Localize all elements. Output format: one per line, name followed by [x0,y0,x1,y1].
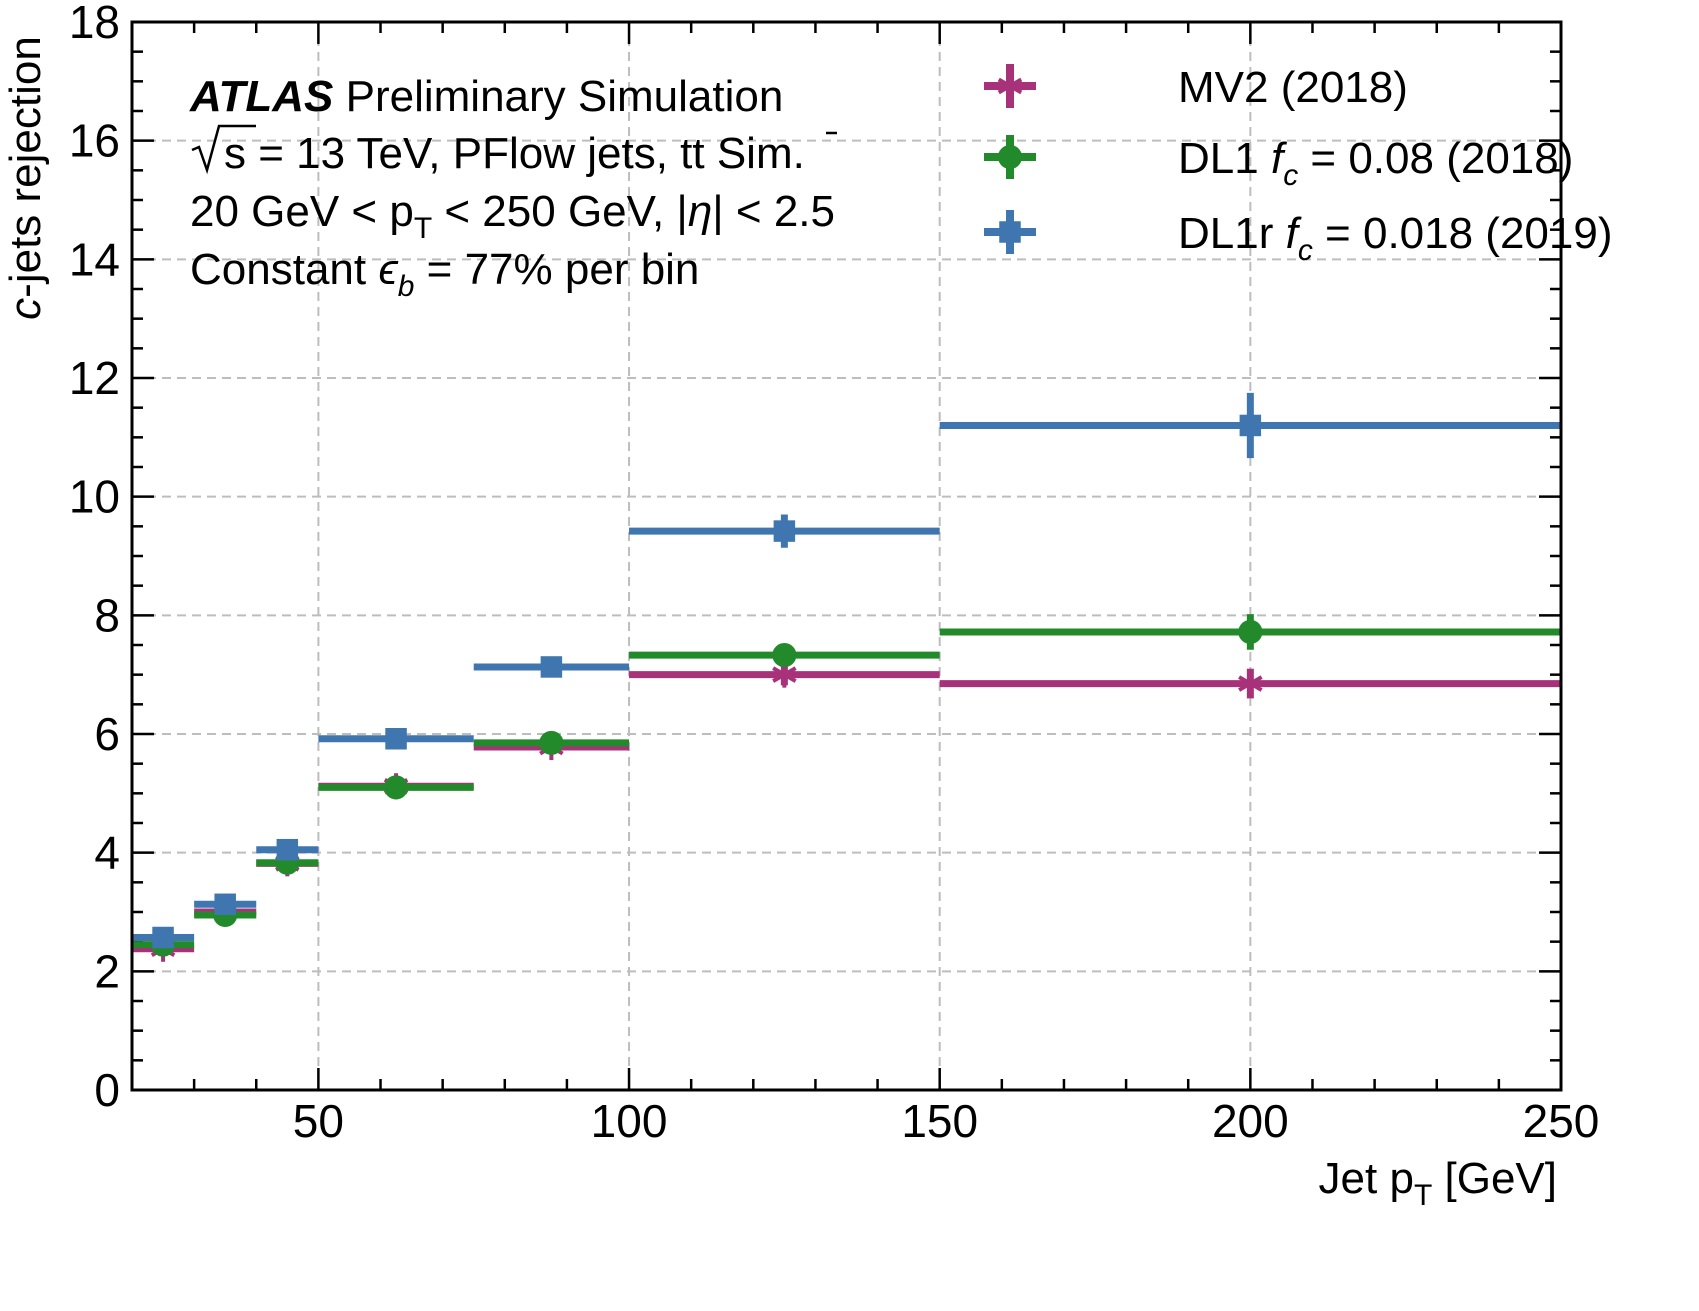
legend-entry-1: DL1 fc = 0.08 (2018) [984,134,1573,192]
x-tick-label: 200 [1212,1095,1289,1147]
annotation-epsilon-sub: b [398,270,415,303]
marker-square-shape [214,893,236,916]
y-tick-label: 0 [94,1064,120,1116]
annotation-sim: Sim. [705,129,805,178]
annotation-pt-range-b: < 250 GeV, | [432,187,688,236]
marker-circle-shape [539,730,564,755]
marker-circle-shape [997,144,1023,170]
marker-star-stroke [772,666,797,683]
atlas-label: ATLAS [189,72,333,121]
grid-layer [132,22,1561,1090]
x-axis-label: Jet pT [GeV] [1319,1154,1557,1212]
annotation-eta: η [688,187,712,236]
series-0 [132,661,1561,962]
series-2 [132,392,1561,949]
annotation-status: Preliminary Simulation [346,72,784,121]
sqrt-s: s [224,129,246,178]
y-tick-label: 16 [69,115,120,167]
x-axis-label-space [1432,1154,1444,1203]
annotation-epsilon: ϵ [378,245,399,294]
marker-star [1238,670,1263,697]
legend-label-f-sub: c [1283,159,1298,192]
marker-circle [1238,619,1263,644]
annotation-wp: = 77% per bin [414,245,699,294]
atlas-annotation: ATLAS Preliminary Simulation s = 13 TeV,… [189,72,837,303]
x-tick-label: 150 [901,1095,978,1147]
marker-square-shape [152,926,174,949]
y-tick-label: 2 [94,945,120,997]
x-tick-label: 50 [293,1095,344,1147]
x-axis-label-main: Jet p [1319,1154,1414,1203]
annotation-eta-cut: | < 2.5 [712,187,835,236]
y-tick-label: 18 [69,0,120,48]
data-layer [132,392,1561,962]
y-axis-label-italic: c [1,298,50,320]
marker-circle-shape [772,643,797,668]
marker-circle [384,775,409,800]
annotation-pt-sub: T [414,212,432,245]
marker-square-shape [773,520,796,542]
y-tick-label: 12 [69,352,120,404]
marker-circle [997,144,1023,170]
y-axis-label: c-jets rejection [1,36,50,320]
marker-square [999,221,1021,243]
annotation-pt-range-a: 20 GeV < p [190,187,414,236]
marker-square-shape [1239,414,1262,437]
marker-square [152,926,174,949]
legend-label: DL1r fc = 0.018 (2019) [1178,209,1613,267]
annotation-gap [246,129,258,178]
annotation-line-2: s = 13 TeV, PFlow jets, tt Sim. [224,129,805,178]
x-tick-label: 250 [1523,1095,1600,1147]
marker-square [385,727,407,750]
marker-circle-shape [1238,619,1263,644]
marker-square-shape [276,838,299,861]
marker-square [1239,414,1262,437]
x-axis-label-unit: [GeV] [1445,1154,1558,1203]
legend: MV2 (2018) DL1 fc = 0.08 (2018) DL1r fc = … [984,63,1613,267]
y-tick-label: 6 [94,708,120,760]
marker-circle [539,730,564,755]
annotation-space [333,72,345,121]
legend-label-text: DL1 [1178,134,1271,183]
legend-entry-2: DL1r fc = 0.018 (2019) [984,209,1613,267]
legend-label-suffix: = 0.018 (2019) [1313,209,1613,258]
x-tick-label: 100 [591,1095,668,1147]
annotation-line-4: Constant ϵb = 77% per bin [190,245,699,303]
marker-star-stroke [1238,675,1263,692]
annotation-constant: Constant [190,245,378,294]
series-1 [132,614,1561,957]
legend-label: MV2 (2018) [1178,63,1408,112]
y-tick-label: 10 [69,471,120,523]
marker-circle [772,643,797,668]
marker-star-stroke [997,77,1023,95]
y-tick-label: 4 [94,827,120,879]
legend-label-suffix: = 0.08 (2018) [1298,134,1573,183]
y-tick-label: 14 [69,233,120,285]
annotation-ttbar: tt [680,129,704,178]
marker-square [773,520,796,542]
marker-square-shape [999,221,1021,243]
marker-star [997,73,1023,99]
legend-entry-0: MV2 (2018) [984,63,1408,112]
marker-square [540,656,563,678]
y-axis-label-text: -jets rejection [1,36,50,298]
marker-square-shape [540,656,563,678]
plot-frame [130,20,1563,1092]
sqrt-symbol [191,124,256,175]
marker-square [214,893,236,916]
legend-label-text: DL1r [1178,209,1286,258]
annotation-line-3: 20 GeV < pT < 250 GeV, |η| < 2.5 [190,187,835,245]
marker-square-shape [385,727,407,750]
legend-label-f-sub: c [1298,234,1313,267]
annotation-line-1: ATLAS Preliminary Simulation [189,72,783,121]
legend-label: DL1 fc = 0.08 (2018) [1178,134,1573,192]
marker-circle-shape [384,775,409,800]
annotation-energy: = 13 TeV, PFlow jets, [258,129,680,178]
marker-square [276,838,299,861]
ticks-layer: 50 100 150 200 250 0 2 4 6 8 10 12 14 16 18 [69,0,1600,1147]
legend-label-text: MV2 (2018) [1178,63,1408,112]
y-tick-label: 8 [94,589,120,641]
x-axis-label-sub: T [1414,1179,1432,1212]
